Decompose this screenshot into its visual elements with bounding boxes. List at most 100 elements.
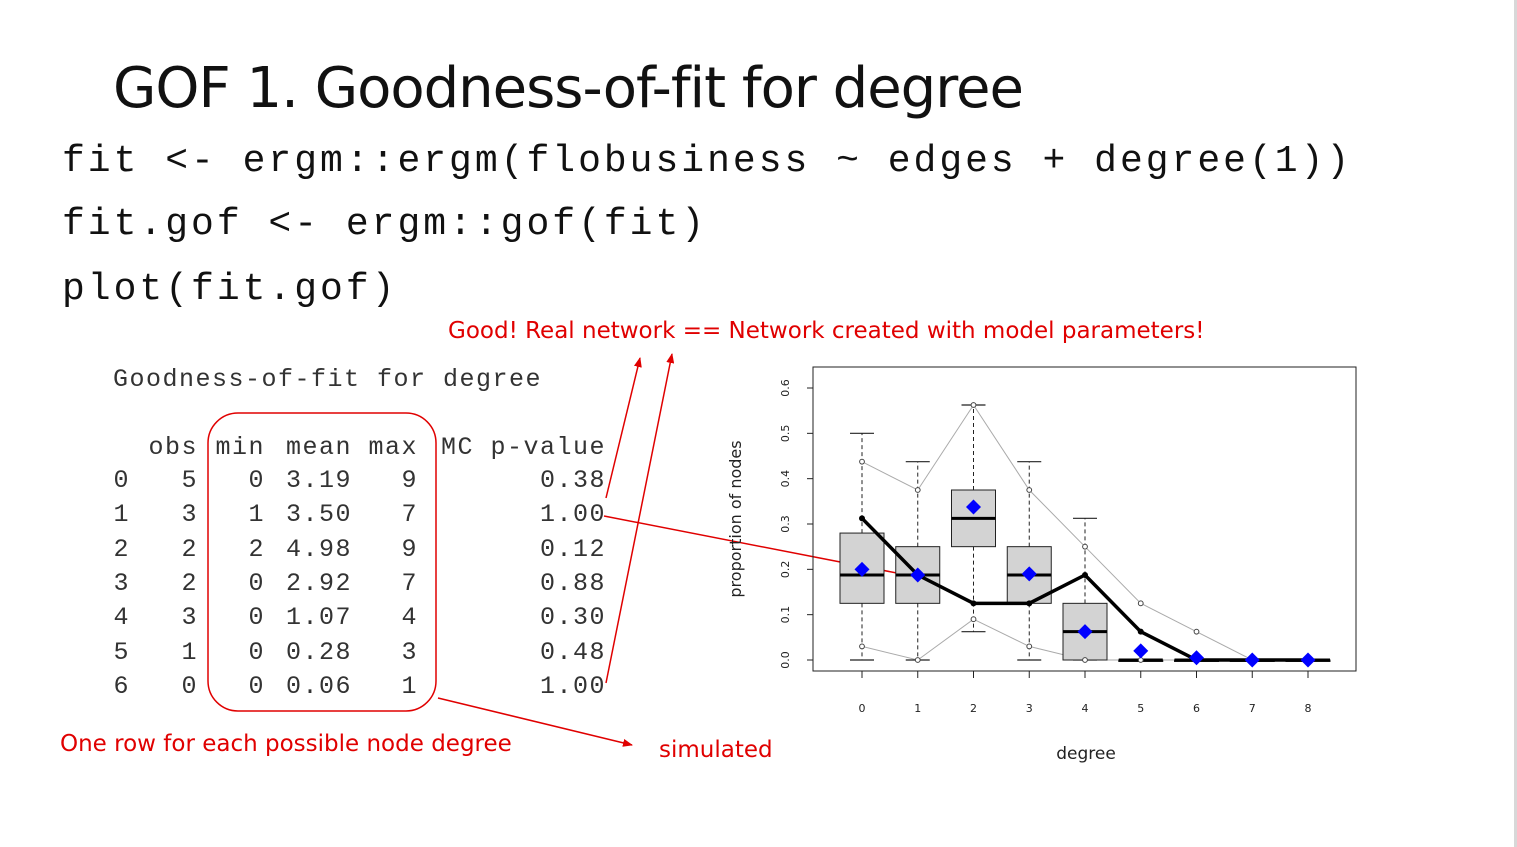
table-header-min: min [215, 433, 265, 462]
upper-band-point [1026, 487, 1033, 493]
observed-point [970, 600, 977, 607]
x-axis-label: degree [1056, 744, 1116, 764]
table-cell: 9 [401, 466, 418, 495]
x-tick-label: 6 [1193, 702, 1200, 715]
lower-band-point [859, 643, 865, 650]
table-cell: 0 [248, 637, 265, 667]
mean-marker [1244, 652, 1260, 668]
arrow-pvalue-to-title-1 [605, 357, 642, 499]
table-cell: 0 [113, 466, 130, 495]
x-tick-label: 0 [859, 702, 866, 715]
table-cell: 3.19 [285, 466, 352, 495]
table-cell: 4.98 [285, 534, 352, 564]
mean-marker [1077, 624, 1093, 640]
x-tick-label: 3 [1026, 702, 1033, 715]
y-tick-label: 0.1 [779, 606, 792, 624]
arrow-pvalue-to-title-2 [605, 353, 675, 684]
table-cell: 5 [113, 637, 130, 667]
table-cell: 2.92 [285, 568, 352, 598]
table-cell: 2 [113, 534, 130, 564]
table-cell: 2 [181, 534, 198, 564]
mean-marker [1300, 652, 1316, 668]
code-line-3: plot(fit.gof) [62, 268, 398, 311]
observed-point [1137, 628, 1144, 635]
table-cell: 7 [401, 500, 418, 530]
table-cell: 0 [248, 603, 265, 633]
table-cell: 3 [401, 637, 418, 667]
annotation-rows: One row for each possible node degree [60, 731, 512, 757]
x-tick-label: 4 [1082, 702, 1089, 715]
table-cell: 3 [181, 603, 198, 633]
table-cell: 0 [248, 466, 265, 495]
table-cell: 0 [181, 671, 198, 701]
upper-band-point [1193, 628, 1200, 635]
table-cell: 4 [113, 603, 130, 633]
code-line-2: fit.gof <- ergm::gof(fit) [62, 203, 708, 246]
slide-title: GOF 1. Goodness-of-fit for degree [113, 56, 1024, 121]
table-cell: 0.88 [539, 568, 606, 598]
y-tick-label: 0.0 [779, 651, 792, 669]
y-tick-label: 0.6 [779, 379, 792, 397]
arrow-table-to-simulated [437, 697, 633, 747]
mean-marker [1189, 650, 1204, 666]
table-cell: 0.12 [539, 534, 606, 564]
table-cell: 1 [401, 671, 418, 701]
table-cell: 0.28 [285, 637, 352, 667]
table-cell: 1 [248, 500, 265, 530]
table-cell: 1 [181, 637, 198, 667]
mean-marker [854, 561, 870, 577]
table-cell: 2 [181, 568, 198, 598]
y-tick-label: 0.3 [779, 515, 792, 533]
table-cell: 5 [181, 466, 198, 495]
table-cell: 3 [181, 500, 198, 530]
code-line-1: fit <- ergm::ergm(flobusiness ~ edges + … [62, 140, 1353, 183]
table-cell: 1.07 [285, 603, 352, 633]
table-cell: 0.06 [285, 671, 352, 701]
y-tick-label: 0.5 [779, 425, 792, 443]
y-tick-label: 0.4 [779, 470, 792, 488]
table-cell: 0.38 [539, 466, 606, 495]
x-tick-label: 8 [1305, 702, 1312, 715]
table-cell: 1.00 [539, 500, 606, 530]
table-cell: 9 [401, 534, 418, 564]
x-tick-label: 5 [1137, 702, 1144, 715]
upper-band-point [859, 458, 865, 465]
mean-marker [1021, 566, 1037, 582]
annotation-simulated: simulated [659, 737, 773, 763]
x-tick-label: 2 [970, 702, 977, 715]
annotation-good: Good! Real network == Network created wi… [448, 318, 1205, 344]
table-cell: 0 [248, 671, 265, 701]
table-cell: 1.00 [539, 671, 606, 701]
x-tick-label: 7 [1249, 702, 1256, 715]
table-cell: 0 [248, 568, 265, 598]
y-tick-label: 0.2 [779, 561, 792, 579]
upper-band-point [914, 487, 921, 493]
table-cell: 7 [401, 568, 418, 598]
mean-marker [1133, 643, 1149, 659]
gof-table-heading: Goodness-of-fit for degree [113, 365, 543, 394]
observed-point [859, 515, 865, 522]
table-cell: 3.50 [285, 500, 352, 530]
table-header-mc-p-value: MC p-value [440, 433, 606, 462]
x-tick-label: 1 [914, 702, 921, 715]
table-header-max: max [368, 433, 418, 462]
lower-band-point [1082, 657, 1088, 663]
lower-band-point [914, 657, 921, 663]
scrollbar[interactable] [1514, 0, 1517, 847]
mean-marker [966, 499, 981, 515]
table-header-obs: obs [148, 433, 198, 462]
mean-marker [910, 567, 926, 583]
simulated-columns-highlight [207, 412, 437, 712]
observed-point [1082, 572, 1088, 578]
upper-band-point [1082, 543, 1088, 550]
table-cell: 0.48 [539, 637, 606, 667]
lower-band-point [1026, 643, 1033, 650]
table-cell: 2 [248, 534, 265, 564]
table-header-mean: mean [285, 433, 352, 462]
observed-point [1026, 600, 1033, 607]
table-cell: 3 [113, 568, 130, 598]
table-cell: 1 [113, 500, 130, 530]
upper-band-point [970, 402, 977, 408]
lower-band-point [970, 616, 977, 623]
